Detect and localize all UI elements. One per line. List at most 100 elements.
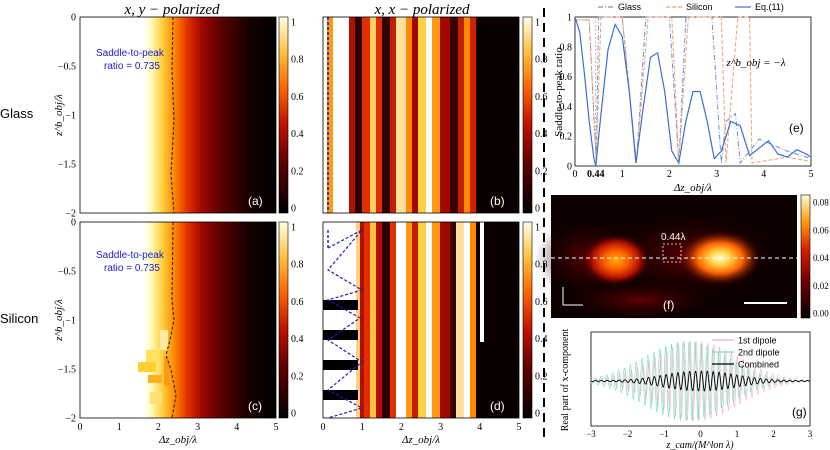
heatmap-xtick: 4 [477,422,482,433]
e-series-2 [574,16,812,167]
e-xtick: 4 [761,169,766,180]
e-xtick: 3 [714,169,719,180]
colorbar-tick: 0.2 [535,371,548,382]
e-legend-label: Eq.(11) [755,2,784,12]
colorbar-tick: 0.4 [535,334,548,345]
panel-label-g: (g) [792,405,807,419]
g-xtick: −1 [659,429,669,439]
panel-label-e: (e) [789,121,804,135]
heatmap-ytick: −0.5 [58,267,76,278]
e-ytick: 1 [567,13,572,24]
heatmap-ytick: −1 [65,111,76,122]
heatmap-xtick: 4 [234,422,239,433]
g-xtick: 2 [771,429,776,439]
row-label-silicon: Silicon [0,311,38,326]
heatmap-xtick: 1 [360,422,365,433]
panel-label-a: (a) [248,194,263,208]
f-colorbar-tick: 0.00 [813,309,829,319]
heatmap-xtick: 5 [517,422,522,433]
f-spacing-label: 0.44λ [661,232,685,243]
e-xtick: 2 [667,169,672,180]
heatmap-ytick: 0 [71,13,76,24]
g-ylabel: Real part of x-component [560,329,571,432]
colorbar-tick: 0.6 [535,297,548,308]
heatmap-axes: 0−0.5−1−1.5−20 1 2 3 4 50−0.5−1−1.5−20 1 2 3 4 5 z… [53,13,522,447]
f-colorbar-tick: 0.06 [813,225,829,235]
colorbar-tick: 0.4 [291,334,304,345]
colorbar-tick: 0 [535,409,540,420]
heatmap-xtick: 0 [78,422,83,433]
colorbar-tick: 0.4 [535,129,548,140]
f-colorbar-tick: 0.02 [813,281,829,291]
heatmap-ytick: −1 [65,316,76,327]
e-xtick: 0.44 [587,169,605,180]
panel-g: −3 −2 −1 0 1 2 3 Real part of x-component z_ca… [560,329,813,450]
panel-c: Saddle-to-peak ratio = 0.735 (c) [79,221,277,419]
e-ytick: 0.8 [560,42,573,53]
colorbar-tick: 0 [535,204,540,215]
f-axis-z: z [586,300,591,311]
panel-label-c: (c) [248,399,262,413]
xlabel-d: Δz_obj/λ [401,434,440,446]
colorbar-tick: 0 [291,409,296,420]
e-annotation: z^b_obj = −λ [725,57,785,69]
heatmap-ytick: −0.5 [58,62,76,73]
heatmap-xtick: 5 [274,422,279,433]
g-series-combined [590,370,810,392]
heatmap-xtick: 2 [399,422,404,433]
e-xtick: 0 [573,169,578,180]
g-series-2nd [590,341,810,422]
heatmap-ytick: −2 [65,209,76,220]
heatmap-xtick: 0 [321,422,326,433]
row-label-glass: Glass [0,106,34,121]
colorbar-tick: 0.2 [291,371,304,382]
f-colorbar-tick: 0.08 [813,198,829,208]
heatmap-ytick: −1.5 [58,365,76,376]
heatmap-xtick: 2 [156,422,161,433]
e-xtick: 1 [620,169,625,180]
g-xtick: 3 [808,429,813,439]
colorbar-tick: 0.8 [535,55,548,66]
e-ytick: 0.4 [560,102,573,113]
colorbar-tick: 0.2 [291,166,304,177]
heatmap-xtick: 3 [438,422,443,433]
e-xtick: 5 [809,169,814,180]
colorbar-tick: 0.4 [291,129,304,140]
colorbar-tick: 0.6 [291,92,304,103]
g-series-1st [590,340,811,421]
colorbar-tick: 1 [535,223,540,234]
panel-b: (b) [322,16,520,214]
annotation-c-line2: ratio = 0.735 [104,263,160,274]
e-legend-label: Glass [618,2,642,12]
g-xtick: −3 [586,429,596,439]
e-xlabel: Δz_obj/λ [673,182,712,194]
e-legend-label: Silicon [686,2,713,12]
g-xlabel: z_cam/(M^lon λ) [665,440,734,450]
e-ytick: 0 [567,162,572,173]
col-title-xx: x, x − polarized [373,2,470,18]
xlabel-c: Δz_obj/λ [158,434,197,446]
colorbar-tick: 0.2 [535,166,548,177]
panel-label-b: (b) [490,194,505,208]
panel-d: (d) [322,221,520,419]
annotation-c-line1: Saddle-to-peak [96,250,165,261]
colorbar-tick: 1 [291,223,296,234]
panel-e: 0 0.44 1 2 3 4 5 0 0.2 0.4 0.6 0.8 1 Saddle-to-peak … [553,2,814,194]
heatmap-xtick: 3 [195,422,200,433]
colorbar-tick: 0.6 [535,92,548,103]
colorbar-tick: 0 [291,204,296,215]
g-legend-label: Combined [738,360,779,370]
colorbar-tick: 0.6 [291,297,304,308]
heatmap-ytick: −2 [65,414,76,425]
f-axis-x: x [560,275,566,286]
colorbar-tick: 1 [291,18,296,29]
panel-label-d: (d) [490,399,505,413]
g-legend-label: 1st dipole [738,336,777,346]
f-scalebar-label: 500 nm [750,290,781,301]
g-xtick: 1 [735,429,740,439]
ylabel-a: z^b_obj/λ [53,94,65,137]
e-ytick: 0.2 [560,132,573,143]
heatmap-ytick: 0 [71,218,76,229]
panel-f: 0.44λ x z 500 nm (f) 0.08 0.06 0.04 0.02 0.0… [535,194,829,320]
